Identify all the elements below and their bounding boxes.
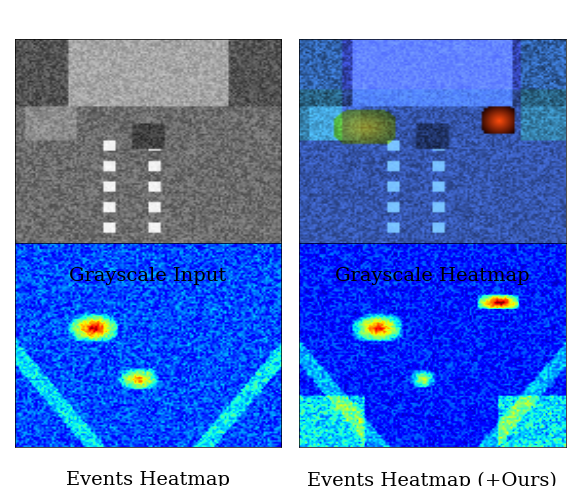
Text: Grayscale Heatmap: Grayscale Heatmap xyxy=(335,267,530,285)
Text: Grayscale Input: Grayscale Input xyxy=(69,267,227,285)
Text: Events Heatmap (+Ours): Events Heatmap (+Ours) xyxy=(307,471,557,486)
Text: Events Heatmap: Events Heatmap xyxy=(66,471,230,486)
